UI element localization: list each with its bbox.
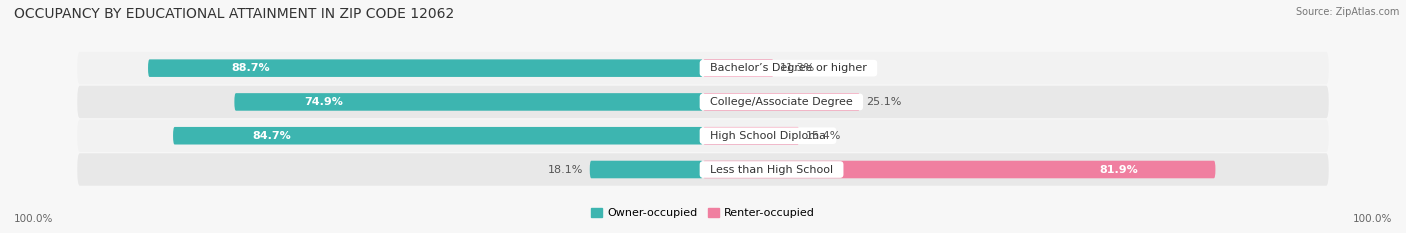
Text: 18.1%: 18.1% [548, 164, 583, 175]
Text: OCCUPANCY BY EDUCATIONAL ATTAINMENT IN ZIP CODE 12062: OCCUPANCY BY EDUCATIONAL ATTAINMENT IN Z… [14, 7, 454, 21]
Text: Less than High School: Less than High School [703, 164, 841, 175]
Legend: Owner-occupied, Renter-occupied: Owner-occupied, Renter-occupied [586, 204, 820, 223]
FancyBboxPatch shape [148, 59, 703, 77]
FancyBboxPatch shape [703, 161, 1215, 178]
FancyBboxPatch shape [703, 59, 773, 77]
Text: 100.0%: 100.0% [14, 214, 53, 224]
FancyBboxPatch shape [703, 127, 800, 144]
Text: High School Diploma: High School Diploma [703, 131, 832, 141]
Text: 25.1%: 25.1% [866, 97, 901, 107]
FancyBboxPatch shape [703, 93, 860, 111]
FancyBboxPatch shape [173, 127, 703, 144]
Text: 100.0%: 100.0% [1353, 214, 1392, 224]
Text: 15.4%: 15.4% [806, 131, 841, 141]
Text: 81.9%: 81.9% [1099, 164, 1139, 175]
Text: 11.3%: 11.3% [780, 63, 815, 73]
FancyBboxPatch shape [235, 93, 703, 111]
FancyBboxPatch shape [77, 120, 1329, 152]
Text: 84.7%: 84.7% [253, 131, 291, 141]
Text: 74.9%: 74.9% [305, 97, 343, 107]
Text: 88.7%: 88.7% [231, 63, 270, 73]
Text: Bachelor’s Degree or higher: Bachelor’s Degree or higher [703, 63, 875, 73]
FancyBboxPatch shape [77, 86, 1329, 118]
FancyBboxPatch shape [589, 161, 703, 178]
Text: Source: ZipAtlas.com: Source: ZipAtlas.com [1295, 7, 1399, 17]
Text: College/Associate Degree: College/Associate Degree [703, 97, 859, 107]
FancyBboxPatch shape [77, 52, 1329, 84]
FancyBboxPatch shape [77, 153, 1329, 186]
